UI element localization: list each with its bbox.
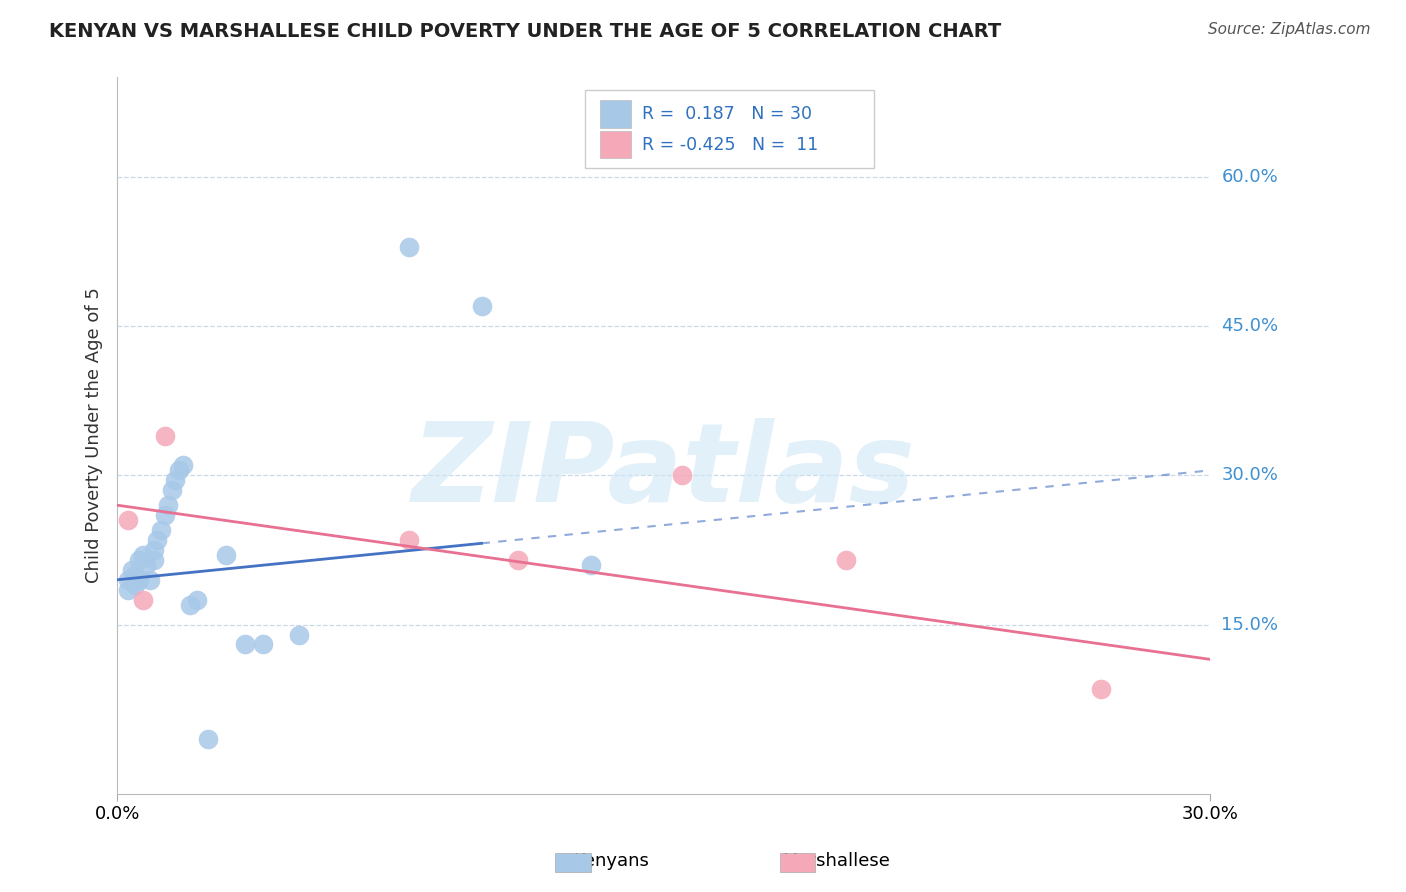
Point: [233, 637, 256, 651]
FancyBboxPatch shape: [585, 90, 873, 169]
Point: [160, 483, 183, 498]
Y-axis label: Child Poverty Under the Age of 5: Child Poverty Under the Age of 5: [86, 287, 103, 583]
Point: [149, 523, 172, 537]
Point: [124, 567, 146, 582]
Point: [117, 582, 139, 597]
Point: [179, 598, 201, 612]
Point: [398, 533, 420, 547]
Text: KENYAN VS MARSHALLESE CHILD POVERTY UNDER THE AGE OF 5 CORRELATION CHART: KENYAN VS MARSHALLESE CHILD POVERTY UNDE…: [49, 22, 1001, 41]
Point: [165, 473, 187, 487]
Point: [153, 508, 176, 523]
Text: 15.0%: 15.0%: [1222, 615, 1278, 633]
Point: [142, 543, 165, 558]
Text: R =  0.187   N = 30: R = 0.187 N = 30: [643, 105, 811, 123]
Point: [128, 573, 150, 587]
Point: [215, 548, 238, 562]
Point: [146, 533, 169, 547]
Point: [153, 428, 176, 442]
Point: [131, 592, 153, 607]
Text: Kenyans: Kenyans: [574, 852, 650, 870]
Point: [671, 468, 693, 483]
Point: [470, 299, 492, 313]
Point: [142, 553, 165, 567]
Point: [117, 513, 139, 527]
Point: [186, 592, 208, 607]
Text: 30.0%: 30.0%: [1222, 467, 1278, 484]
Point: [197, 731, 219, 746]
Point: [252, 637, 274, 651]
Point: [1090, 682, 1112, 697]
Text: R = -0.425   N =  11: R = -0.425 N = 11: [643, 136, 818, 153]
Point: [128, 553, 150, 567]
Point: [131, 548, 153, 562]
Point: [579, 558, 602, 572]
FancyBboxPatch shape: [600, 131, 631, 159]
Point: [506, 553, 529, 567]
Point: [117, 573, 139, 587]
Point: [167, 463, 190, 477]
Point: [135, 558, 157, 572]
Point: [121, 563, 143, 577]
Text: Marshallese: Marshallese: [783, 852, 890, 870]
Text: ZIPatlas: ZIPatlas: [412, 417, 915, 524]
Text: 60.0%: 60.0%: [1222, 168, 1278, 186]
FancyBboxPatch shape: [600, 101, 631, 128]
Point: [835, 553, 858, 567]
Point: [288, 627, 311, 641]
Point: [398, 239, 420, 253]
Point: [172, 458, 194, 473]
Point: [157, 498, 180, 512]
Point: [139, 573, 162, 587]
Point: [124, 578, 146, 592]
Text: 45.0%: 45.0%: [1222, 318, 1278, 335]
Text: Source: ZipAtlas.com: Source: ZipAtlas.com: [1208, 22, 1371, 37]
